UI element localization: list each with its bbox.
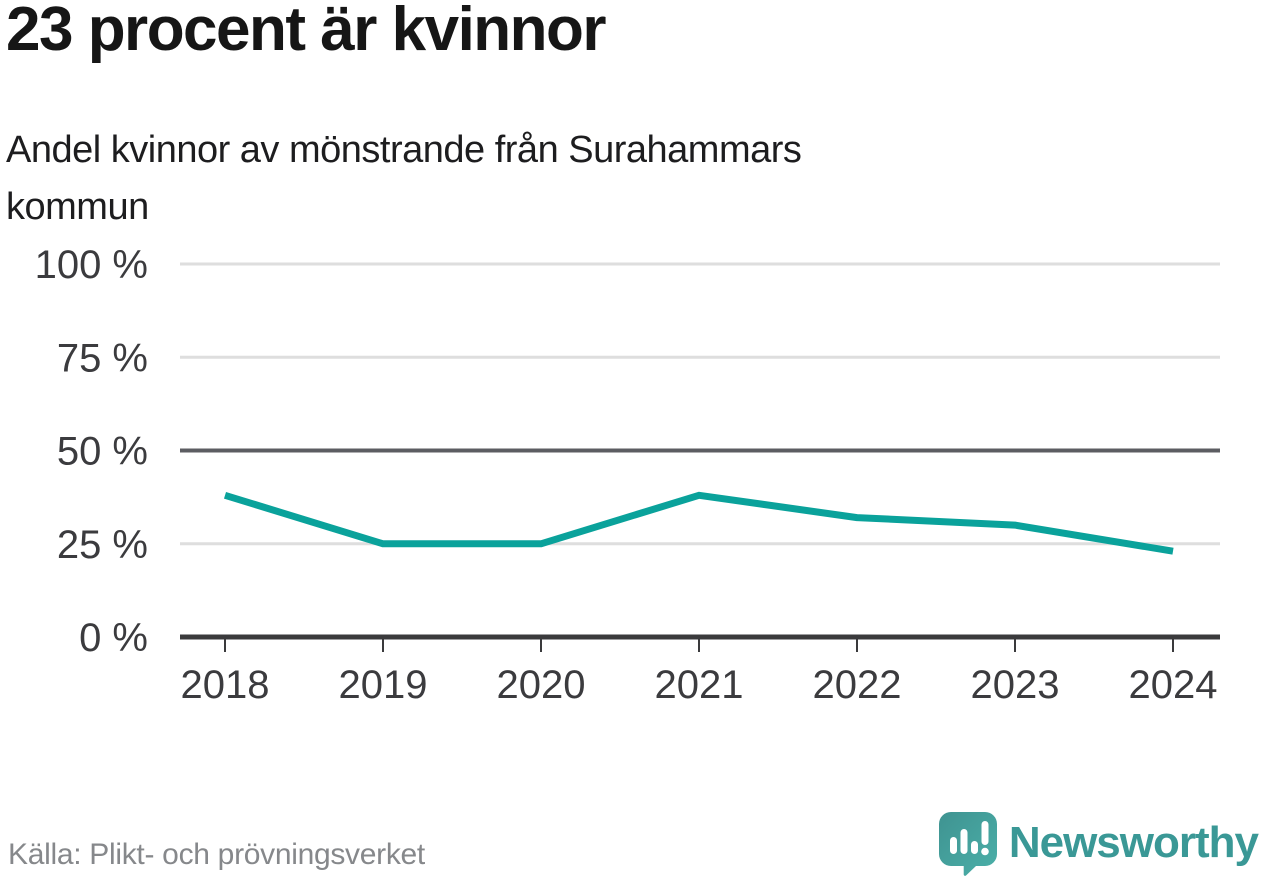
- x-axis-label: 2022: [813, 663, 902, 707]
- y-axis-label: 50 %: [57, 430, 148, 474]
- y-axis-label: 75 %: [57, 336, 148, 380]
- newsworthy-logo-icon: [938, 812, 997, 876]
- x-axis-label: 2021: [655, 663, 744, 707]
- chart-subtitle: Andel kvinnor av mönstrande från Suraham…: [6, 129, 802, 228]
- y-axis-label: 100 %: [35, 243, 148, 287]
- y-axis-label: 0 %: [79, 616, 148, 660]
- chart-title: 23 procent är kvinnor: [6, 0, 607, 64]
- line-chart: 0 % 25 % 50 % 75 % 100 % 2018 2019 2020 2021 2022…: [35, 243, 1220, 707]
- x-axis-label: 2023: [971, 663, 1060, 707]
- x-axis-label: 2020: [497, 663, 586, 707]
- trend-line: [223, 491, 1174, 555]
- newsworthy-wordmark: Newsworthy: [1008, 818, 1259, 867]
- speech-bubble-shape: [938, 812, 997, 876]
- x-axis-label: 2018: [181, 663, 270, 707]
- newsworthy-brand: Newsworthy: [937, 810, 1259, 876]
- y-axis-label: 25 %: [57, 523, 148, 567]
- source-attribution: Källa: Plikt- och prövningsverket: [8, 838, 425, 871]
- x-axis-label: 2024: [1129, 663, 1218, 707]
- x-axis-label: 2019: [339, 663, 428, 707]
